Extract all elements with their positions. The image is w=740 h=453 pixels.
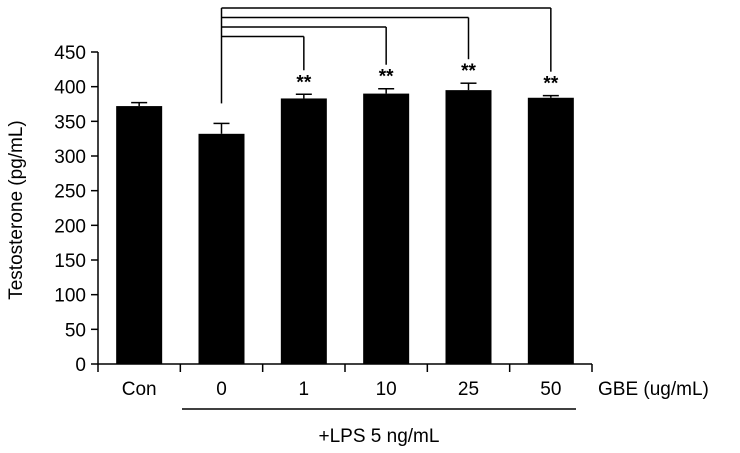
significance-label: ** [461,61,476,82]
y-tick-label: 200 [54,216,86,237]
y-tick-label: 250 [54,182,86,203]
y-tick-label: 50 [65,320,86,341]
y-tick-label: 450 [54,43,86,64]
bars-layer: ** ** ** ** [116,61,574,364]
x-category-label: 50 [540,379,561,400]
y-tick-label: 300 [54,147,86,168]
y-tick-label: 400 [54,78,86,99]
x-category-label: 1 [299,379,310,400]
bar [363,93,410,364]
y-tick-label: 100 [54,286,86,307]
bar [198,133,245,364]
comparison-brackets [220,7,552,104]
significance-label: ** [379,67,394,88]
y-tick-label: 150 [54,251,86,272]
lps-group-label: +LPS 5 ng/mL [319,426,440,447]
y-axis-title: Testosterone (pg/mL) [6,120,27,300]
significance-label: ** [296,72,311,93]
y-tick-label: 350 [54,112,86,133]
x-axis: Con 0 1 10 25 50 [97,363,593,400]
x-axis-title: GBE (ug/mL) [598,379,709,400]
bar [445,90,492,364]
y-tick-label: 0 [75,355,86,376]
bar [527,97,574,364]
bar [116,106,163,364]
significance-label: ** [543,74,558,95]
x-category-label: 10 [376,379,397,400]
x-category-label: Con [122,379,157,400]
x-category-label: 25 [458,379,479,400]
x-category-label: 0 [216,379,227,400]
bar [280,98,327,364]
y-axis: 0 50 100 150 200 250 300 350 400 450 [54,43,99,376]
